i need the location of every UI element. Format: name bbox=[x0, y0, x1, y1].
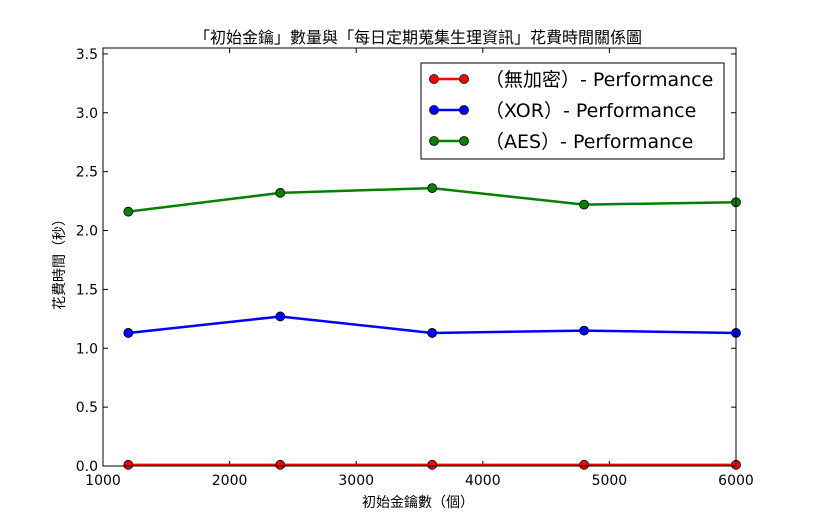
chart-title: 「初始金鑰」數量與「每日定期蒐集生理資訊」花費時間關係圖 bbox=[194, 28, 642, 47]
y-axis-label: 花費時間（秒） bbox=[52, 212, 68, 310]
y-tick-label: 2.5 bbox=[76, 165, 98, 181]
data-point-series-1 bbox=[123, 328, 134, 338]
x-tick-label: 6000 bbox=[718, 473, 754, 489]
x-tick-label: 2000 bbox=[212, 473, 248, 489]
data-point-series-2 bbox=[427, 183, 438, 194]
y-tick-label: 3.5 bbox=[76, 47, 98, 63]
y-tick-label: 1.0 bbox=[76, 341, 98, 357]
plot-area bbox=[123, 183, 741, 470]
legend-marker-1 bbox=[429, 105, 439, 115]
data-point-series-0 bbox=[123, 459, 134, 470]
axis-ticks: 1000 2000 3000 4000 5000 6000 0.0 0.5 1.0 1.5 2.0 2… bbox=[76, 47, 754, 489]
legend-label-0: （無加密）- Performance bbox=[485, 69, 713, 91]
legend-marker-2 bbox=[459, 136, 469, 146]
data-point-series-0 bbox=[579, 459, 589, 470]
data-point-series-1 bbox=[427, 328, 438, 338]
data-point-series-0 bbox=[275, 459, 286, 470]
legend-box bbox=[420, 62, 725, 160]
x-tick-label: 3000 bbox=[338, 473, 374, 489]
legend-marker-0 bbox=[429, 74, 439, 84]
legend-marker-1 bbox=[459, 105, 469, 115]
data-point-series-2 bbox=[275, 187, 286, 198]
x-tick-label: 5000 bbox=[592, 473, 628, 489]
data-point-series-0 bbox=[427, 459, 438, 470]
y-tick-label: 1.5 bbox=[76, 282, 98, 298]
legend-marker-2 bbox=[429, 136, 439, 146]
plot-frame bbox=[102, 47, 737, 467]
data-point-series-2 bbox=[579, 199, 589, 210]
legend: （無加密）- Performance （XOR）- Performance （AES… bbox=[420, 62, 725, 160]
x-tick-label: 4000 bbox=[465, 473, 501, 489]
legend-marker-0 bbox=[459, 74, 469, 84]
y-tick-label: 0.5 bbox=[76, 400, 98, 416]
y-tick-label: 3.0 bbox=[76, 106, 98, 122]
x-axis-label: 初始金鑰數（個） bbox=[362, 494, 474, 511]
data-point-series-2 bbox=[123, 206, 134, 217]
data-point-series-1 bbox=[275, 311, 286, 322]
legend-label-2: （AES）- Performance bbox=[485, 131, 693, 153]
y-tick-label: 0.0 bbox=[76, 459, 98, 475]
x-tick-label: 1000 bbox=[85, 473, 121, 489]
legend-label-1: （XOR）- Performance bbox=[485, 100, 696, 122]
y-tick-label: 2.0 bbox=[76, 224, 98, 240]
data-point-series-1 bbox=[579, 325, 589, 336]
